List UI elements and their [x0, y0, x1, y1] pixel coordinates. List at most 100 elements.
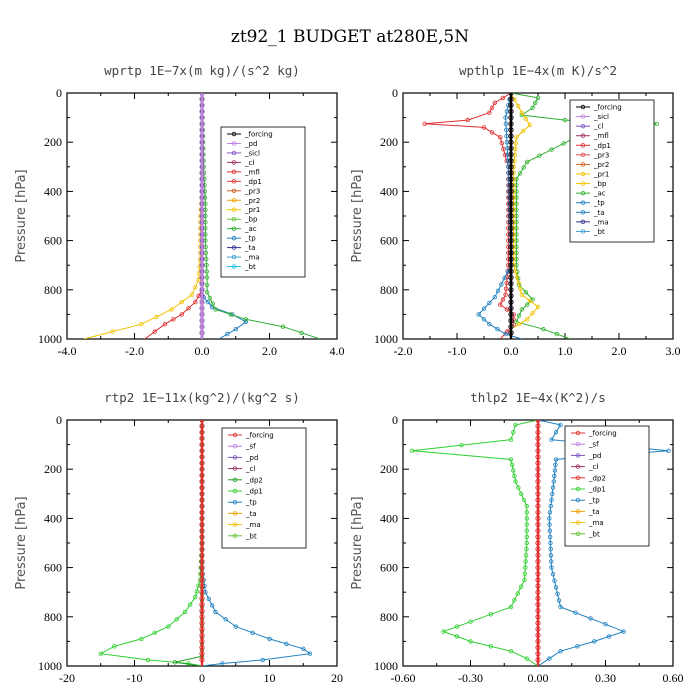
- series-marker-forcing: [199, 583, 205, 589]
- x-tick-label: 3.0: [666, 344, 681, 358]
- series-marker-ac: [525, 302, 530, 307]
- legend-marker: [231, 150, 237, 156]
- series-marker-tp: [301, 646, 306, 651]
- legend-marker: [232, 432, 238, 438]
- series-marker-forcing: [508, 324, 514, 330]
- series-marker-tp: [225, 331, 230, 337]
- series-marker-forcing: [508, 121, 514, 127]
- series-marker-tp: [547, 534, 553, 540]
- series-marker-forcing: [508, 182, 514, 188]
- series-marker-forcing: [508, 225, 514, 231]
- legend-marker: [580, 123, 586, 129]
- series-marker-ac: [204, 269, 209, 274]
- series-marker-dp1: [511, 430, 516, 435]
- series-marker-ac: [537, 153, 542, 158]
- series-marker-dp1: [522, 577, 527, 583]
- series-marker-pr1: [154, 314, 159, 320]
- series-marker-forcing: [199, 534, 205, 540]
- series-marker-dp1: [152, 329, 157, 334]
- series-marker-dp1: [509, 462, 515, 468]
- legend: _forcing _sf _pd _cl _dp2 _dp1 _tp _ta _ma _bt: [221, 427, 307, 549]
- series-marker-dp1: [152, 630, 157, 635]
- y-tick-label: 400: [380, 184, 398, 198]
- series-marker-forcing: [199, 472, 205, 478]
- series-marker-ac: [243, 317, 249, 322]
- series-marker-dp1: [521, 497, 527, 503]
- series-marker-tp: [573, 610, 578, 615]
- panel-3: rtp2 1E−11x(kg^2)/(kg^2 s) Pressure [hPa]…: [14, 390, 343, 685]
- series-marker-tp: [552, 468, 558, 473]
- series-marker-dp1: [524, 516, 529, 521]
- series-marker-tp: [621, 629, 626, 634]
- series-marker-ac: [514, 213, 519, 219]
- series-marker-forcing: [199, 552, 205, 558]
- series-marker-dp1: [186, 306, 191, 311]
- legend-marker: [575, 498, 581, 503]
- series-marker-pr1: [535, 304, 541, 310]
- series-marker-tp: [549, 437, 554, 442]
- legend-marker: [575, 520, 581, 525]
- series-marker-forcing: [199, 460, 205, 466]
- series-marker-forcing: [199, 558, 205, 565]
- series-marker-forcing: [535, 515, 541, 522]
- series-marker-forcing: [508, 93, 514, 96]
- legend-entry: _dp2: [588, 474, 606, 482]
- series-marker-tp: [487, 322, 492, 327]
- series-marker-dp2: [172, 660, 178, 665]
- series-marker-forcing: [508, 244, 514, 250]
- series-marker-pd: [199, 164, 205, 170]
- legend-marker: [232, 511, 238, 516]
- x-tick-label: -2.0: [125, 344, 144, 358]
- series-marker-forcing: [199, 528, 205, 534]
- series-marker-dp1: [409, 448, 415, 453]
- series-marker-forcing: [508, 127, 514, 133]
- legend-marker: [231, 254, 237, 260]
- series-marker-pd: [199, 127, 205, 133]
- legend-marker: [231, 226, 237, 231]
- series-marker-dp1: [465, 117, 470, 123]
- legend-marker: [232, 444, 238, 449]
- series-marker-forcing: [508, 170, 514, 176]
- series-marker-tp: [575, 644, 580, 649]
- series-marker-forcing: [535, 651, 541, 657]
- y-tick-label: 200: [44, 462, 62, 476]
- series-marker-tp: [549, 497, 554, 503]
- series-marker-forcing: [199, 620, 205, 626]
- series-marker-forcing: [508, 287, 514, 293]
- series-marker-ac: [514, 189, 519, 194]
- y-tick-label: 400: [380, 511, 398, 525]
- series-marker-tp: [606, 634, 612, 639]
- series-marker-forcing: [199, 626, 205, 632]
- series-marker-ac: [210, 301, 215, 306]
- series-marker-forcing: [535, 420, 541, 423]
- series-marker-ac: [514, 219, 519, 225]
- series-marker-forcing: [199, 435, 205, 441]
- series-marker-dp1: [498, 302, 503, 307]
- series-marker-dp1: [518, 584, 524, 589]
- series-marker-forcing: [199, 503, 205, 509]
- x-tick-label: -0.30: [458, 671, 483, 685]
- legend-marker: [580, 171, 586, 177]
- series-marker-dp1: [112, 644, 117, 649]
- legend-marker: [575, 464, 581, 469]
- y-tick-label: 600: [44, 234, 62, 248]
- series-marker-forcing: [508, 102, 514, 108]
- y-tick-label: 600: [44, 561, 62, 575]
- series-line-pr1: [510, 93, 539, 330]
- y-tick-label: 1000: [374, 659, 398, 673]
- series-marker-forcing: [199, 589, 205, 595]
- series-marker-ac: [514, 256, 519, 262]
- series-marker-tp: [548, 546, 553, 552]
- series-marker-pd: [199, 244, 205, 250]
- series-marker-forcing: [535, 472, 541, 478]
- series-marker-tp: [233, 327, 238, 332]
- legend-marker: [231, 198, 237, 203]
- legend-marker: [231, 235, 237, 241]
- series-marker-pd: [199, 133, 205, 139]
- legend-entry: _cl: [244, 159, 254, 167]
- legend-entry: _dp2: [245, 476, 263, 484]
- x-tick-label: 0.0: [195, 344, 210, 358]
- series-marker-forcing: [535, 540, 541, 546]
- series-marker-tp: [206, 596, 211, 601]
- panel-title: wpthlp 1E−4x(m K)/s^2: [459, 63, 617, 78]
